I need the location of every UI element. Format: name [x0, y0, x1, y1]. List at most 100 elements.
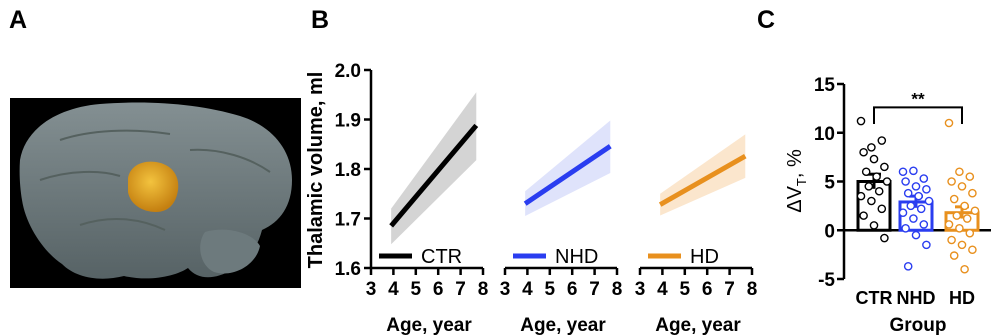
data-point-nhd	[911, 182, 921, 191]
confidence-band-nhd	[525, 120, 611, 217]
data-point-ctr	[882, 177, 892, 186]
x-tick-label: 3	[635, 279, 646, 300]
brain-sulcus	[59, 129, 171, 141]
brain-sulcus	[189, 148, 271, 173]
data-point-ctr	[877, 136, 887, 145]
data-point-ctr	[874, 186, 884, 196]
data-point-ctr	[864, 182, 874, 191]
x-tick-label: 3	[366, 279, 377, 300]
x-tick-label: 4	[657, 279, 668, 300]
y-axis-title: Thalamic volume, ml	[305, 72, 327, 269]
data-point-ctr	[880, 233, 889, 243]
data-point-ctr	[856, 116, 866, 126]
subplot-ctr: 3 4 5 6 7 8 Age, year CTR	[366, 92, 488, 335]
x-tick-label: 6	[567, 279, 578, 300]
x-axis-title: Age, year	[386, 315, 472, 335]
data-point-hd	[970, 206, 980, 216]
data-point-nhd	[911, 230, 921, 240]
data-point-nhd	[916, 204, 926, 214]
bar-group-hd: HD	[944, 118, 980, 308]
data-point-hd	[965, 172, 975, 181]
x-tick-label: 5	[411, 279, 422, 300]
panel-c-chart: -5 0 5 10 15 ΔVT, % CTR NHD HD ** Group	[784, 75, 991, 335]
regression-line-nhd	[523, 144, 612, 206]
panel-c-letter: C	[757, 6, 776, 34]
data-point-hd	[960, 201, 969, 211]
data-point-nhd	[898, 208, 908, 217]
legend-label-ctr: CTR	[421, 246, 462, 268]
data-point-hd	[955, 167, 964, 177]
data-point-ctr	[867, 143, 876, 152]
data-point-nhd	[914, 191, 923, 201]
y-tick-label: -5	[818, 270, 835, 291]
bar-group-ctr: CTR	[856, 116, 893, 308]
y-tick-label: 1.6	[335, 259, 361, 280]
x-tick-label: 3	[500, 279, 511, 300]
data-point-ctr	[859, 147, 868, 157]
legend-label-hd: HD	[690, 246, 719, 268]
brain-render-image	[10, 98, 301, 288]
x-axis-title: Age, year	[520, 315, 606, 335]
cerebellum	[200, 229, 260, 274]
data-point-hd	[960, 264, 969, 274]
x-tick-label: NHD	[897, 288, 936, 308]
data-point-ctr	[867, 196, 876, 206]
panel-b-letter: B	[311, 6, 330, 34]
thalamus-highlight	[128, 161, 179, 212]
data-point-nhd	[901, 177, 910, 186]
data-point-hd	[965, 228, 975, 238]
y-tick-label: 1.9	[335, 111, 361, 132]
data-point-nhd	[903, 188, 913, 198]
x-tick-label: 7	[589, 279, 600, 300]
subplot-hd: 3 4 5 6 7 8 Age, year HD	[635, 134, 758, 335]
data-point-nhd	[906, 201, 916, 211]
data-point-nhd	[922, 240, 931, 250]
x-tick-label: CTR	[856, 288, 893, 308]
subplot-nhd: 3 4 5 6 7 8 Age, year NHD	[500, 120, 622, 335]
data-point-nhd	[919, 174, 929, 183]
data-point-hd	[944, 220, 954, 229]
data-point-hd	[944, 118, 954, 128]
regression-line-hd	[658, 153, 747, 207]
data-point-hd	[957, 182, 967, 191]
panel-a-letter: A	[9, 6, 28, 34]
data-point-ctr	[872, 172, 881, 181]
y-tick-label: 2.0	[335, 61, 361, 82]
data-point-nhd	[903, 262, 913, 271]
brain-sulcus	[39, 170, 121, 181]
x-axis-title: Age, year	[655, 315, 741, 335]
x-tick-label: 5	[545, 279, 556, 300]
significance-label: **	[911, 89, 925, 108]
data-point-hd	[962, 214, 972, 223]
x-tick-label: HD	[949, 288, 975, 308]
data-point-nhd	[901, 223, 910, 233]
data-point-hd	[955, 223, 964, 233]
data-point-ctr	[877, 204, 887, 214]
data-point-ctr	[869, 221, 879, 230]
y-tick-label: 15	[814, 75, 836, 96]
data-point-hd	[947, 235, 956, 245]
bar-group-nhd: NHD	[897, 166, 936, 308]
x-tick-label: 4	[522, 279, 533, 300]
data-point-nhd	[909, 214, 918, 223]
y-tick-label: 1.8	[335, 160, 361, 181]
y-tick-label: 5	[824, 173, 835, 194]
data-point-ctr	[859, 211, 868, 220]
data-point-hd	[957, 240, 967, 250]
data-point-ctr	[869, 154, 879, 164]
x-tick-label: 4	[388, 279, 399, 300]
data-point-hd	[947, 177, 956, 186]
data-point-nhd	[898, 167, 908, 177]
x-tick-label: 7	[724, 279, 735, 300]
data-point-hd	[952, 211, 962, 220]
legend-label-nhd: NHD	[555, 246, 598, 268]
y-axis-title: ΔVT, %	[784, 149, 809, 213]
x-axis-title: Group	[890, 315, 947, 335]
data-point-hd	[949, 194, 959, 204]
data-point-ctr	[861, 167, 871, 177]
y-tick-label: 10	[814, 124, 835, 145]
x-tick-label: 8	[747, 279, 758, 300]
data-point-ctr	[880, 162, 889, 172]
y-tick-label: 0	[824, 221, 835, 242]
